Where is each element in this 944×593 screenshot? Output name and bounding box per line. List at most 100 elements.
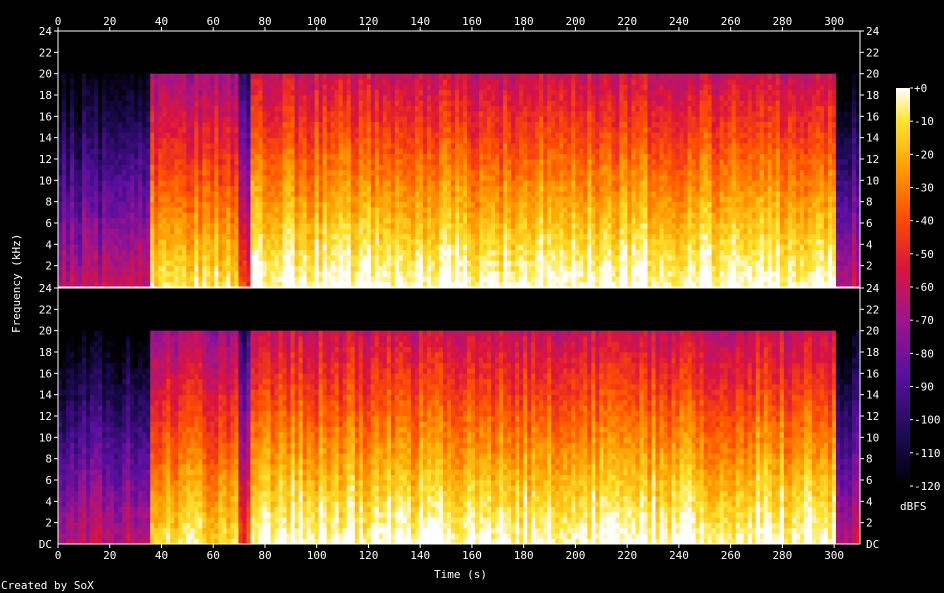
y-tick-label: DC xyxy=(39,538,52,551)
colorbar-label: dBFS xyxy=(900,500,927,513)
spectrogram-channel-1 xyxy=(58,31,861,288)
y-tick-label: 10 xyxy=(39,174,52,187)
x-tick-label: 140 xyxy=(410,549,430,562)
colorbar-tick-label: -30 xyxy=(914,182,934,195)
y-tick-label: 2 xyxy=(45,260,52,273)
colorbar-tick-label: +0 xyxy=(914,82,927,95)
y-tick-label: 12 xyxy=(866,153,879,166)
x-tick-label: 40 xyxy=(155,549,168,562)
y-tick-label: 2 xyxy=(866,517,873,530)
y-tick-label: 16 xyxy=(866,110,879,123)
colorbar-tick-label: -50 xyxy=(914,248,934,261)
colorbar-tick-label: -40 xyxy=(914,215,934,228)
y-tick-label: 20 xyxy=(39,325,52,338)
x-tick-label: 280 xyxy=(772,15,792,28)
x-tick-label: 20 xyxy=(103,15,116,28)
x-tick-label: 60 xyxy=(207,549,220,562)
y-tick-label: 16 xyxy=(39,367,52,380)
colorbar-tick-label: -70 xyxy=(914,314,934,327)
y-tick-label: 8 xyxy=(45,453,52,466)
x-tick-label: 180 xyxy=(514,549,534,562)
y-tick-label: 12 xyxy=(39,410,52,423)
x-tick-label: 120 xyxy=(359,15,379,28)
y-tick-label: 4 xyxy=(866,495,873,508)
y-tick-label: 8 xyxy=(866,453,873,466)
colorbar-tick-label: -20 xyxy=(914,148,934,161)
y-tick-label: 24 xyxy=(866,25,880,38)
colorbar-tick-label: -80 xyxy=(914,347,934,360)
y-tick-label: 12 xyxy=(866,410,879,423)
y-tick-label: 10 xyxy=(866,174,879,187)
y-tick-label: 12 xyxy=(39,153,52,166)
y-tick-label: 24 xyxy=(866,282,880,295)
y-tick-label: 22 xyxy=(39,46,52,59)
x-tick-label: 240 xyxy=(669,549,689,562)
footer-text: Created by SoX xyxy=(1,579,94,592)
colorbar-tick-label: -120 xyxy=(914,480,941,493)
x-tick-label: 180 xyxy=(514,15,534,28)
y-tick-label: 14 xyxy=(39,132,53,145)
y-tick-label: 10 xyxy=(866,431,879,444)
y-tick-label: 18 xyxy=(866,89,879,102)
y-tick-label: 10 xyxy=(39,431,52,444)
y-tick-label: 18 xyxy=(39,346,52,359)
x-tick-label: 20 xyxy=(103,549,116,562)
x-axis-label: Time (s) xyxy=(434,568,487,581)
y-tick-label: DC xyxy=(866,538,879,551)
x-tick-label: 140 xyxy=(410,15,430,28)
y-tick-label: 4 xyxy=(866,238,873,251)
colorbar-tick-label: -110 xyxy=(914,447,941,460)
x-tick-label: 100 xyxy=(307,549,327,562)
x-tick-label: 240 xyxy=(669,15,689,28)
x-tick-label: 300 xyxy=(824,15,844,28)
y-axis-label: Frequency (kHz) xyxy=(10,234,23,333)
y-tick-label: 24 xyxy=(39,25,53,38)
x-tick-label: 260 xyxy=(721,549,741,562)
colorbar-tick-label: -100 xyxy=(914,414,941,427)
y-tick-label: 14 xyxy=(866,132,880,145)
y-tick-label: 22 xyxy=(866,303,879,316)
y-tick-label: 16 xyxy=(39,110,52,123)
y-tick-label: 8 xyxy=(45,196,52,209)
x-tick-label: 40 xyxy=(155,15,168,28)
y-tick-label: 20 xyxy=(866,68,879,81)
y-tick-label: 20 xyxy=(866,325,879,338)
x-tick-label: 280 xyxy=(772,549,792,562)
colorbar-tick-label: -90 xyxy=(914,381,934,394)
y-tick-label: 6 xyxy=(45,474,52,487)
y-tick-label: 2 xyxy=(45,517,52,530)
y-tick-label: 22 xyxy=(39,303,52,316)
y-tick-label: 4 xyxy=(45,238,52,251)
x-tick-label: 160 xyxy=(462,15,482,28)
y-tick-label: 24 xyxy=(39,282,53,295)
x-tick-label: 220 xyxy=(617,15,637,28)
colorbar xyxy=(896,88,910,486)
x-tick-label: 80 xyxy=(258,549,271,562)
x-tick-label: 220 xyxy=(617,549,637,562)
y-tick-label: 6 xyxy=(866,474,873,487)
y-tick-label: 18 xyxy=(39,89,52,102)
spectrogram-channel-2 xyxy=(58,288,861,545)
y-tick-label: 14 xyxy=(39,389,53,402)
colorbar-tick-label: -60 xyxy=(914,281,934,294)
y-tick-label: 6 xyxy=(866,217,873,230)
y-tick-label: 14 xyxy=(866,389,880,402)
x-tick-label: 300 xyxy=(824,549,844,562)
x-tick-label: 120 xyxy=(359,549,379,562)
x-tick-label: 200 xyxy=(565,15,585,28)
y-tick-label: 2 xyxy=(866,260,873,273)
y-tick-label: 6 xyxy=(45,217,52,230)
x-tick-label: 200 xyxy=(565,549,585,562)
x-tick-label: 160 xyxy=(462,549,482,562)
x-tick-label: 0 xyxy=(55,549,62,562)
y-tick-label: 20 xyxy=(39,68,52,81)
x-tick-label: 260 xyxy=(721,15,741,28)
y-tick-label: 22 xyxy=(866,46,879,59)
x-tick-label: 60 xyxy=(207,15,220,28)
x-tick-label: 100 xyxy=(307,15,327,28)
colorbar-tick-label: -10 xyxy=(914,115,934,128)
x-tick-label: 0 xyxy=(55,15,62,28)
y-tick-label: 4 xyxy=(45,495,52,508)
y-tick-label: 8 xyxy=(866,196,873,209)
